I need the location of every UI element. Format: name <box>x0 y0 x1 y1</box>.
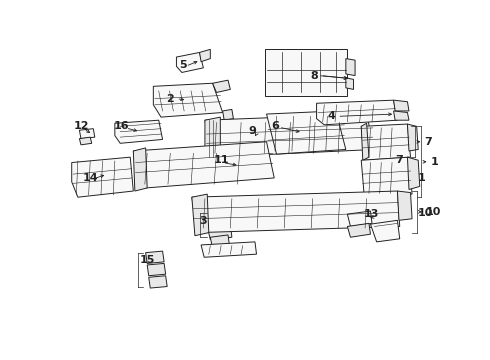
Polygon shape <box>176 53 203 72</box>
Text: 10: 10 <box>426 207 441 217</box>
Text: 16: 16 <box>114 121 130 131</box>
Text: 1: 1 <box>431 157 438 167</box>
Text: 9: 9 <box>249 126 257 136</box>
Polygon shape <box>346 59 355 76</box>
Polygon shape <box>317 100 397 125</box>
Text: 14: 14 <box>82 173 98 183</box>
Polygon shape <box>210 235 229 249</box>
Polygon shape <box>192 194 209 236</box>
Polygon shape <box>222 109 233 120</box>
Polygon shape <box>205 117 220 157</box>
Polygon shape <box>361 157 412 197</box>
Text: 4: 4 <box>327 111 335 121</box>
Polygon shape <box>207 208 238 226</box>
Polygon shape <box>347 223 370 237</box>
Polygon shape <box>201 242 257 257</box>
Polygon shape <box>207 223 232 239</box>
Polygon shape <box>361 124 411 160</box>
Text: 10: 10 <box>417 208 433 219</box>
Text: 1: 1 <box>417 173 425 183</box>
Polygon shape <box>199 49 210 62</box>
Polygon shape <box>397 191 412 220</box>
Polygon shape <box>79 129 95 139</box>
Polygon shape <box>133 142 274 188</box>
Text: 11: 11 <box>214 155 229 165</box>
Polygon shape <box>408 124 418 151</box>
Text: 13: 13 <box>364 209 379 219</box>
Polygon shape <box>153 83 222 117</box>
Polygon shape <box>147 264 166 276</box>
Polygon shape <box>133 148 147 191</box>
Text: 12: 12 <box>74 121 89 131</box>
Polygon shape <box>192 191 400 233</box>
Polygon shape <box>146 251 164 264</box>
Polygon shape <box>408 157 420 189</box>
Polygon shape <box>79 137 92 145</box>
Polygon shape <box>265 49 347 95</box>
Polygon shape <box>205 114 374 157</box>
Polygon shape <box>346 78 354 89</box>
Polygon shape <box>393 100 409 111</box>
Polygon shape <box>213 80 230 93</box>
Polygon shape <box>393 111 409 120</box>
Text: 15: 15 <box>140 255 155 265</box>
Text: 5: 5 <box>179 60 186 70</box>
Polygon shape <box>149 276 167 288</box>
Polygon shape <box>347 211 372 226</box>
Text: 7: 7 <box>395 155 403 165</box>
Text: 3: 3 <box>199 216 207 226</box>
Text: 2: 2 <box>166 94 173 104</box>
Polygon shape <box>72 157 133 197</box>
Polygon shape <box>361 123 369 160</box>
Polygon shape <box>115 120 163 143</box>
Text: 6: 6 <box>271 121 279 131</box>
Polygon shape <box>370 220 400 242</box>
Polygon shape <box>267 111 346 154</box>
Text: 7: 7 <box>424 137 432 147</box>
Text: 8: 8 <box>311 71 318 81</box>
